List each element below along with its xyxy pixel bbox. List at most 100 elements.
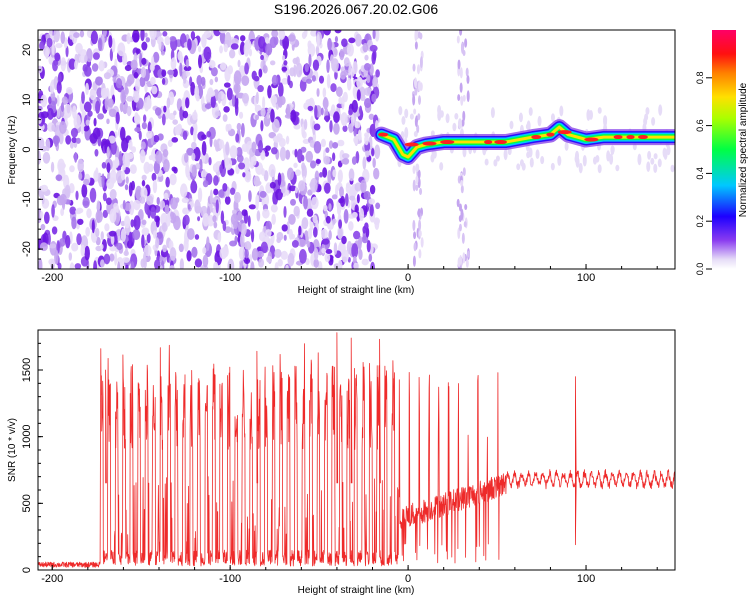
noise-speckle — [309, 160, 317, 169]
noise-speckle — [69, 165, 75, 173]
noise-speckle — [375, 69, 380, 78]
ridge-peak — [626, 135, 635, 140]
spectrogram-y-label: Frequency (Hz) — [7, 116, 18, 185]
noise-speckle — [202, 254, 209, 268]
noise-speckle — [288, 229, 293, 240]
noise-speckle — [85, 226, 90, 237]
noise-speckle — [115, 78, 123, 89]
noise-speckle — [163, 192, 169, 201]
noise-speckle — [327, 37, 332, 51]
noise-speckle — [260, 54, 264, 61]
noise-speckle — [260, 168, 266, 176]
noise-speckle — [309, 177, 318, 193]
noise-speckle — [108, 230, 117, 237]
x-tick-label: -200 — [41, 272, 63, 284]
noise-speckle — [493, 159, 498, 167]
noise-speckle — [645, 107, 650, 115]
noise-speckle — [457, 257, 461, 268]
noise-speckle — [313, 247, 319, 261]
noise-speckle — [146, 95, 152, 108]
noise-speckle — [161, 69, 167, 77]
noise-speckle — [339, 195, 346, 208]
noise-speckle — [213, 261, 219, 269]
noise-speckle — [162, 148, 169, 158]
noise-speckle — [253, 180, 262, 186]
noise-speckle — [644, 113, 649, 121]
noise-speckle — [141, 180, 146, 187]
noise-speckle — [340, 158, 349, 165]
noise-speckle — [74, 60, 78, 70]
noise-speckle — [208, 60, 216, 69]
noise-speckle — [152, 179, 158, 194]
noise-speckle — [105, 197, 112, 206]
noise-speckle — [204, 103, 212, 109]
noise-speckle — [326, 74, 331, 89]
noise-speckle — [244, 170, 252, 183]
noise-speckle — [260, 120, 264, 132]
noise-speckle — [100, 231, 104, 241]
noise-speckle — [229, 187, 236, 195]
noise-speckle — [73, 32, 80, 39]
noise-speckle — [191, 179, 196, 193]
noise-speckle — [356, 194, 360, 204]
noise-speckle — [509, 120, 514, 130]
noise-speckle — [535, 149, 540, 160]
noise-speckle — [325, 248, 333, 255]
noise-speckle — [42, 152, 51, 164]
noise-speckle — [40, 223, 46, 231]
noise-speckle — [167, 69, 175, 76]
noise-speckle — [86, 208, 92, 219]
noise-speckle — [323, 182, 331, 194]
spectrogram-x-ticks: -200 -100 0 100 — [41, 264, 658, 284]
noise-speckle — [244, 62, 249, 75]
noise-speckle — [60, 102, 65, 112]
noise-speckle — [109, 189, 117, 200]
noise-speckle — [272, 135, 281, 143]
noise-speckle — [313, 140, 322, 154]
noise-speckle — [128, 139, 133, 151]
noise-speckle — [270, 95, 278, 105]
ridge-peak — [584, 137, 599, 142]
noise-speckle — [305, 258, 310, 266]
noise-speckle — [606, 150, 611, 162]
noise-speckle — [51, 226, 58, 235]
ridge-peak — [378, 132, 389, 137]
noise-speckle — [224, 67, 231, 82]
ridge-peak — [440, 140, 455, 145]
noise-speckle — [354, 204, 359, 214]
noise-speckle — [271, 74, 278, 86]
noise-speckle — [279, 146, 287, 162]
noise-speckle — [109, 253, 115, 262]
noise-speckle — [231, 94, 236, 107]
noise-speckle — [265, 220, 272, 231]
noise-speckle — [317, 184, 322, 192]
noise-speckle — [241, 75, 250, 86]
noise-speckle — [222, 182, 228, 192]
noise-speckle — [142, 114, 147, 123]
noise-speckle — [162, 244, 168, 253]
noise-speckle — [218, 189, 225, 198]
noise-speckle — [186, 250, 192, 262]
noise-speckle — [38, 117, 42, 124]
noise-speckle — [305, 98, 314, 106]
noise-speckle — [190, 126, 194, 136]
noise-speckle — [412, 94, 416, 106]
noise-speckle — [290, 198, 297, 206]
noise-speckle — [322, 87, 327, 98]
noise-speckle — [339, 48, 345, 61]
noise-speckle — [328, 230, 332, 240]
noise-speckle — [225, 141, 230, 156]
noise-speckle — [369, 203, 374, 217]
noise-speckle — [122, 152, 130, 166]
noise-speckle — [366, 240, 371, 253]
noise-speckle — [351, 156, 357, 165]
noise-speckle — [300, 146, 307, 153]
noise-speckle — [267, 85, 272, 99]
noise-speckle — [557, 155, 562, 166]
noise-speckle — [40, 94, 48, 108]
noise-speckle — [238, 162, 246, 170]
noise-speckle — [357, 237, 362, 251]
noise-speckle — [368, 253, 373, 262]
noise-speckle — [306, 240, 311, 248]
